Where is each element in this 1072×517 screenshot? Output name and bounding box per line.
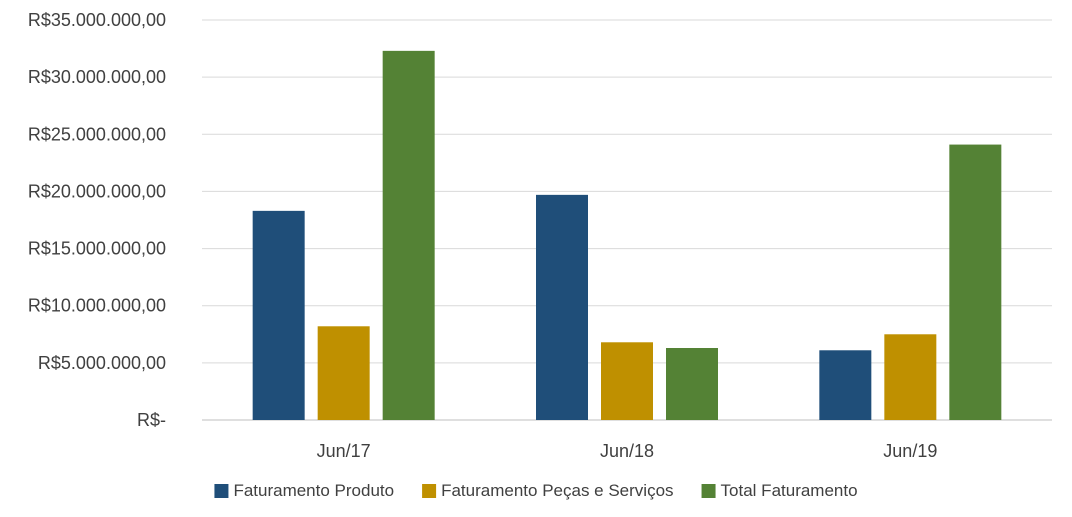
y-axis-tick-labels: R$- R$5.000.000,00 R$10.000.000,00 R$15.000… <box>28 10 166 430</box>
legend-label: Faturamento Peças e Serviços <box>441 481 673 500</box>
y-tick-label: R$30.000.000,00 <box>28 67 166 87</box>
bar-faturamento-produto-jun-19 <box>819 350 872 420</box>
bar-total-faturamento-jun-19 <box>949 144 1002 421</box>
y-tick-label: R$15.000.000,00 <box>28 239 166 259</box>
y-tick-label: R$35.000.000,00 <box>28 10 166 30</box>
bar-faturamento-pe-as-e-servi-os-jun-19 <box>884 334 937 420</box>
y-tick-label: R$- <box>137 410 166 430</box>
legend: Faturamento Produto Faturamento Peças e S… <box>214 481 858 500</box>
x-category-label: Jun/19 <box>883 441 937 461</box>
bar-faturamento-pe-as-e-servi-os-jun-17 <box>317 326 370 420</box>
x-axis-category-labels: Jun/17 Jun/18 Jun/19 <box>317 441 938 461</box>
x-category-label: Jun/17 <box>317 441 371 461</box>
bar-total-faturamento-jun-18 <box>666 348 718 420</box>
bars <box>252 50 1002 421</box>
legend-swatch <box>701 484 716 498</box>
legend-swatch <box>422 484 437 498</box>
bar-faturamento-produto-jun-17 <box>252 210 305 420</box>
y-tick-label: R$10.000.000,00 <box>28 296 166 316</box>
legend-label: Faturamento Produto <box>233 481 394 500</box>
y-tick-label: R$5.000.000,00 <box>38 353 166 373</box>
bar-faturamento-pe-as-e-servi-os-jun-18 <box>601 342 653 420</box>
bar-faturamento-produto-jun-18 <box>536 194 588 420</box>
legend-swatch <box>214 484 229 498</box>
y-tick-label: R$25.000.000,00 <box>28 124 166 144</box>
x-category-label: Jun/18 <box>600 441 654 461</box>
legend-label: Total Faturamento <box>721 481 858 500</box>
bar-total-faturamento-jun-17 <box>382 50 435 420</box>
y-tick-label: R$20.000.000,00 <box>28 181 166 201</box>
